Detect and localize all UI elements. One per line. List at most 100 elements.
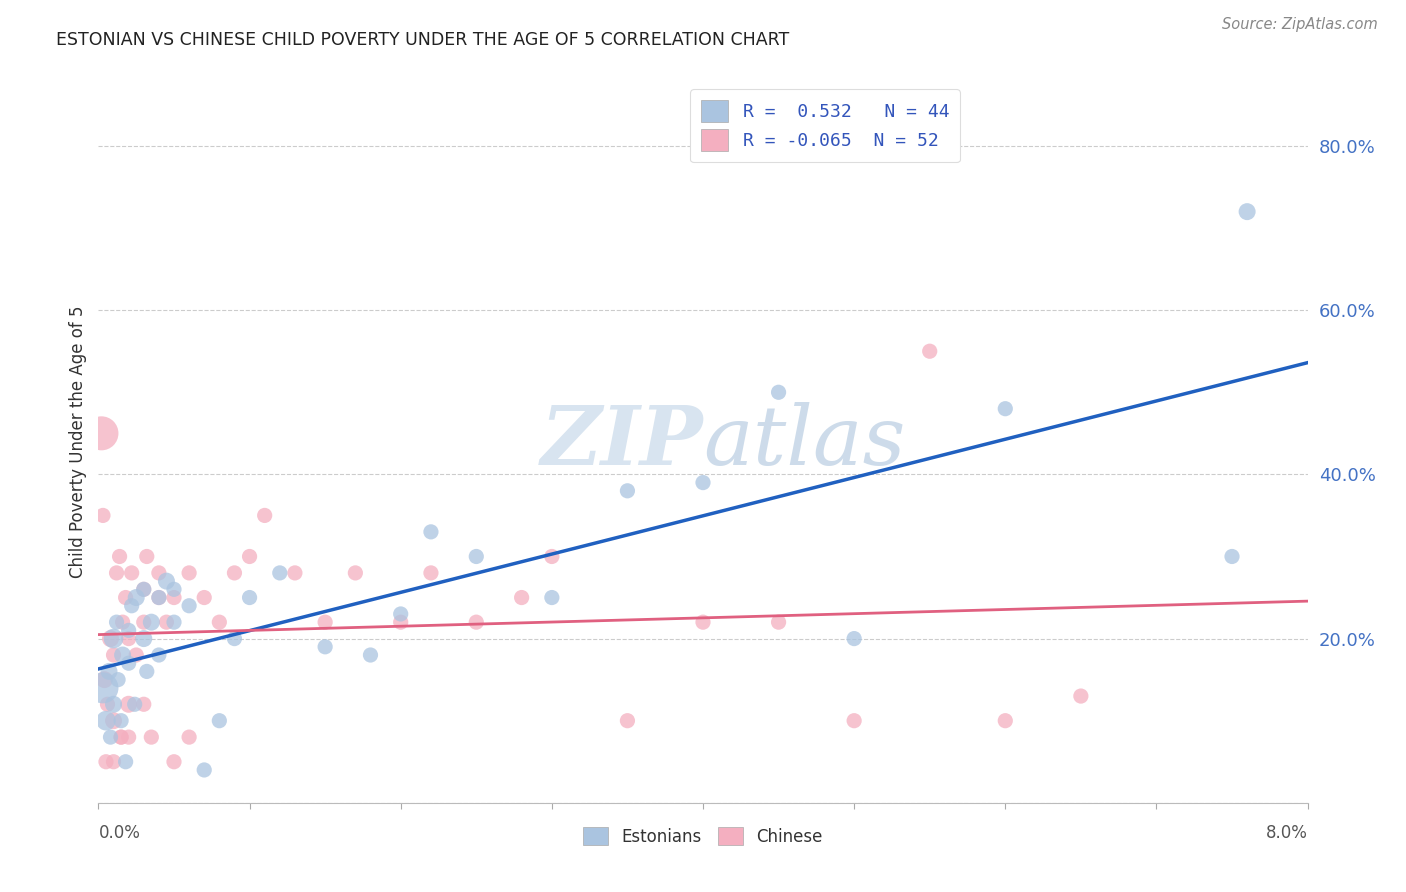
Point: [239, 549, 262, 564]
Point: [163, 591, 186, 605]
Point: [135, 549, 157, 564]
Point: [103, 648, 125, 662]
Point: [314, 640, 336, 654]
Point: [132, 632, 155, 646]
Point: [465, 549, 488, 564]
Point: [1220, 549, 1243, 564]
Point: [91, 681, 114, 695]
Point: [118, 730, 141, 744]
Point: [179, 599, 201, 613]
Point: [179, 566, 201, 580]
Point: [141, 730, 163, 744]
Point: [420, 524, 443, 539]
Point: [208, 714, 231, 728]
Point: [768, 615, 790, 630]
Point: [844, 632, 866, 646]
Point: [103, 698, 125, 712]
Point: [616, 483, 638, 498]
Point: [163, 755, 186, 769]
Point: [132, 615, 155, 630]
Text: 0.0%: 0.0%: [98, 824, 141, 842]
Point: [141, 615, 163, 630]
Point: [105, 615, 128, 630]
Point: [110, 714, 132, 728]
Point: [148, 566, 170, 580]
Point: [420, 566, 443, 580]
Point: [540, 591, 562, 605]
Point: [148, 648, 170, 662]
Point: [540, 549, 562, 564]
Point: [118, 657, 141, 671]
Text: Source: ZipAtlas.com: Source: ZipAtlas.com: [1222, 17, 1378, 31]
Text: 8.0%: 8.0%: [1265, 824, 1308, 842]
Point: [103, 714, 125, 728]
Point: [224, 566, 246, 580]
Point: [135, 665, 157, 679]
Point: [100, 632, 122, 646]
Text: ZIP: ZIP: [540, 401, 703, 482]
Point: [105, 566, 128, 580]
Point: [389, 615, 412, 630]
Point: [616, 714, 638, 728]
Point: [96, 698, 118, 712]
Point: [389, 607, 412, 621]
Point: [692, 615, 714, 630]
Point: [132, 698, 155, 712]
Point: [132, 582, 155, 597]
Point: [193, 763, 215, 777]
Point: [125, 591, 148, 605]
Point: [269, 566, 291, 580]
Point: [994, 401, 1017, 416]
Point: [510, 591, 533, 605]
Point: [100, 730, 122, 744]
Point: [111, 648, 134, 662]
Point: [94, 755, 117, 769]
Point: [148, 591, 170, 605]
Point: [110, 730, 132, 744]
Point: [118, 624, 141, 638]
Point: [253, 508, 276, 523]
Point: [103, 632, 125, 646]
Point: [179, 730, 201, 744]
Text: atlas: atlas: [703, 401, 905, 482]
Point: [163, 615, 186, 630]
Point: [239, 591, 262, 605]
Point: [844, 714, 866, 728]
Point: [118, 632, 141, 646]
Point: [1070, 689, 1092, 703]
Legend: Estonians, Chinese: Estonians, Chinese: [576, 821, 830, 852]
Point: [124, 698, 146, 712]
Point: [98, 665, 121, 679]
Point: [692, 475, 714, 490]
Point: [118, 698, 141, 712]
Point: [125, 648, 148, 662]
Point: [163, 582, 186, 597]
Point: [132, 582, 155, 597]
Point: [121, 599, 143, 613]
Point: [994, 714, 1017, 728]
Point: [918, 344, 941, 359]
Point: [110, 730, 132, 744]
Point: [465, 615, 488, 630]
Point: [208, 615, 231, 630]
Point: [114, 755, 136, 769]
Point: [344, 566, 367, 580]
Point: [284, 566, 307, 580]
Point: [114, 591, 136, 605]
Point: [155, 574, 177, 588]
Point: [93, 673, 115, 687]
Point: [91, 508, 114, 523]
Y-axis label: Child Poverty Under the Age of 5: Child Poverty Under the Age of 5: [69, 305, 87, 578]
Point: [108, 549, 131, 564]
Point: [90, 426, 112, 441]
Point: [193, 591, 215, 605]
Point: [768, 385, 790, 400]
Point: [224, 632, 246, 646]
Point: [148, 591, 170, 605]
Point: [107, 673, 129, 687]
Point: [121, 566, 143, 580]
Point: [103, 755, 125, 769]
Point: [360, 648, 382, 662]
Point: [155, 615, 177, 630]
Text: ESTONIAN VS CHINESE CHILD POVERTY UNDER THE AGE OF 5 CORRELATION CHART: ESTONIAN VS CHINESE CHILD POVERTY UNDER …: [56, 31, 790, 49]
